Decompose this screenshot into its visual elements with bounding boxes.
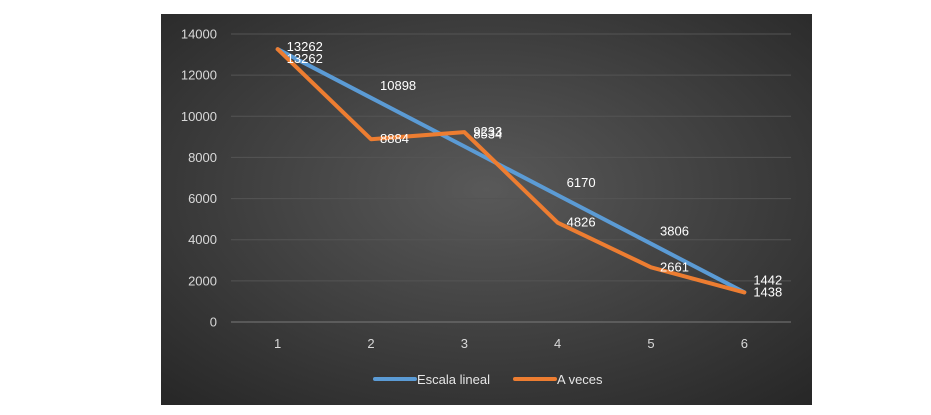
x-tick-label: 3 [461,336,468,351]
y-tick-label: 2000 [188,273,217,288]
data-label: 8534 [473,126,502,141]
x-tick-label: 2 [367,336,374,351]
data-label: 9233 [473,124,502,139]
legend: Escala lineal A veces [373,372,603,387]
data-label: 8884 [380,131,409,146]
data-label: 4826 [567,215,596,230]
data-label: 13262 [287,51,323,66]
x-tick-label: 5 [647,336,654,351]
y-tick-label: 8000 [188,150,217,165]
chart-background [161,14,812,405]
y-tick-label: 0 [210,315,217,330]
legend-label-escala-lineal: Escala lineal [417,372,490,387]
y-tick-label: 6000 [188,191,217,206]
data-labels: 13262 10898 8534 6170 3806 1442 13262 8884 9233 4… [287,39,783,299]
y-tick-label: 4000 [188,232,217,247]
series-line-escala-lineal [275,47,747,295]
data-label: 1438 [753,284,782,299]
x-axis-ticks: 1 2 3 4 5 6 [274,336,748,351]
data-label: 10898 [380,78,416,93]
y-tick-label: 14000 [181,27,217,42]
data-label: 2661 [660,259,689,274]
series-line-a-veces [275,47,747,295]
x-tick-label: 4 [554,336,561,351]
data-label: 6170 [567,175,596,190]
y-tick-label: 10000 [181,109,217,124]
y-tick-label: 12000 [181,68,217,83]
y-axis-ticks: 0 2000 4000 6000 8000 10000 12000 14000 [181,27,217,330]
x-tick-label: 1 [274,336,281,351]
series-lines [275,47,747,295]
x-tick-label: 6 [741,336,748,351]
data-label: 1442 [753,272,782,287]
legend-label-a-veces: A veces [557,372,603,387]
data-label: 3806 [660,224,689,239]
data-label: 13262 [287,39,323,54]
